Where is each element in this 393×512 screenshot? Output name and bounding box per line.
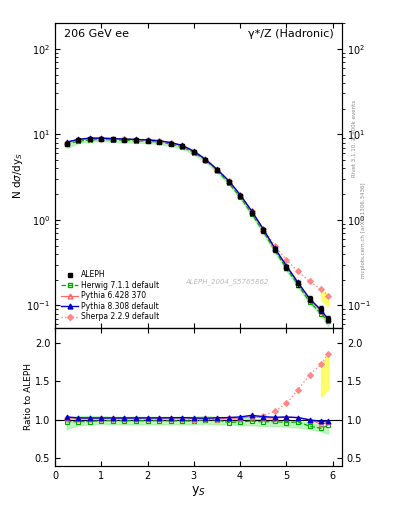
Text: 206 GeV ee: 206 GeV ee bbox=[64, 29, 129, 39]
X-axis label: y$_S$: y$_S$ bbox=[191, 483, 206, 498]
Y-axis label: N d$\sigma$/dy$_S$: N d$\sigma$/dy$_S$ bbox=[11, 152, 25, 199]
Text: γ*/Z (Hadronic): γ*/Z (Hadronic) bbox=[248, 29, 333, 39]
Text: ALEPH_2004_S5765862: ALEPH_2004_S5765862 bbox=[185, 279, 269, 285]
Legend: ALEPH, Herwig 7.1.1 default, Pythia 6.428 370, Pythia 8.308 default, Sherpa 2.2.: ALEPH, Herwig 7.1.1 default, Pythia 6.42… bbox=[59, 268, 162, 324]
Text: Rivet 3.1.10, ≥ 400k events: Rivet 3.1.10, ≥ 400k events bbox=[351, 100, 356, 177]
Y-axis label: Ratio to ALEPH: Ratio to ALEPH bbox=[24, 363, 33, 430]
Text: mcplots.cern.ch [arXiv:1306.3436]: mcplots.cern.ch [arXiv:1306.3436] bbox=[361, 183, 366, 278]
